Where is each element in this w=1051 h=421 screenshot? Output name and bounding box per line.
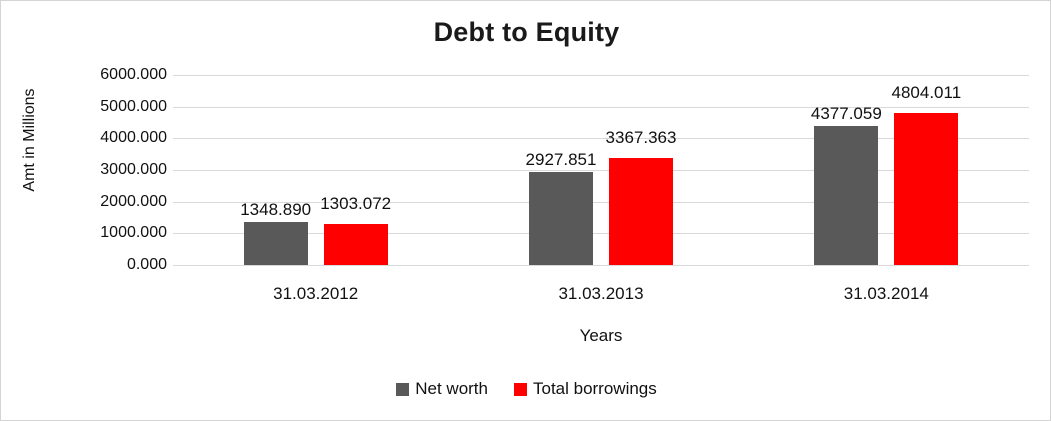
bar-total-borrowings-31.03.2012[interactable]: [323, 223, 388, 265]
y-axis-tick-label: 2000.000: [100, 192, 167, 210]
x-axis-title: Years: [579, 326, 623, 345]
bar-total-borrowings-31.03.2013[interactable]: [609, 158, 673, 265]
bar-value-label: 3367.363: [605, 128, 677, 148]
legend-item-total-borrowings[interactable]: Total borrowings: [513, 379, 657, 399]
chart-title: Debt to Equity: [433, 17, 620, 47]
legend-swatch-icon: [513, 382, 527, 396]
y-axis-tick-label: 3000.000: [100, 161, 167, 178]
gridline: [173, 106, 1029, 108]
bar-value-label: 4804.011: [891, 82, 962, 102]
gridline: [173, 170, 1029, 171]
y-axis-tick-labels: 6000.000 5000.000 4000.000 3000.000 2000.000…: [41, 67, 167, 273]
bar-value-label: 2927.851: [525, 150, 597, 170]
gridline: [173, 75, 1029, 76]
legend-swatch-icon: [396, 382, 410, 396]
x-axis-tick-labels: 31.03.2012 31.03.2013 31.03.2014: [173, 284, 1029, 308]
y-axis-tick-label: 4000.000: [100, 129, 167, 147]
legend-label: Net worth: [415, 379, 488, 398]
gridline: [173, 138, 1029, 140]
bar-net-worth-31.03.2013[interactable]: [529, 172, 593, 265]
bar-value-label: 4377.059: [810, 104, 882, 124]
y-axis-title: Amt in Millions: [21, 88, 38, 192]
bar-value-label: 1303.072: [320, 193, 392, 213]
chart-legend: Net worth Total borrowings: [1, 379, 1050, 399]
gridline: [173, 233, 1029, 235]
plot-area: 1348.890 1303.072 2927.851 3367.363 4377.059…: [173, 75, 1029, 266]
legend-item-net-worth[interactable]: Net worth: [396, 379, 488, 399]
x-axis-tick-label: 31.03.2013: [558, 284, 644, 303]
x-axis-tick-label: 31.03.2012: [273, 284, 359, 303]
y-axis-tick-label: 5000.000: [100, 97, 167, 115]
y-axis-tick-label: 1000.000: [100, 224, 167, 242]
bar-total-borrowings-31.03.2014[interactable]: [894, 112, 959, 265]
gridline: [173, 265, 1029, 266]
bar-net-worth-31.03.2014[interactable]: [814, 126, 879, 265]
gridline: [173, 201, 1029, 203]
legend-label: Total borrowings: [532, 379, 657, 398]
x-axis-tick-label: 31.03.2014: [843, 284, 929, 303]
y-axis-tick-label: 0.000: [126, 256, 167, 273]
bar-value-label: 1348.890: [240, 200, 312, 220]
bar-net-worth-31.03.2012[interactable]: [243, 222, 308, 265]
y-axis-tick-label: 6000.000: [100, 66, 167, 83]
